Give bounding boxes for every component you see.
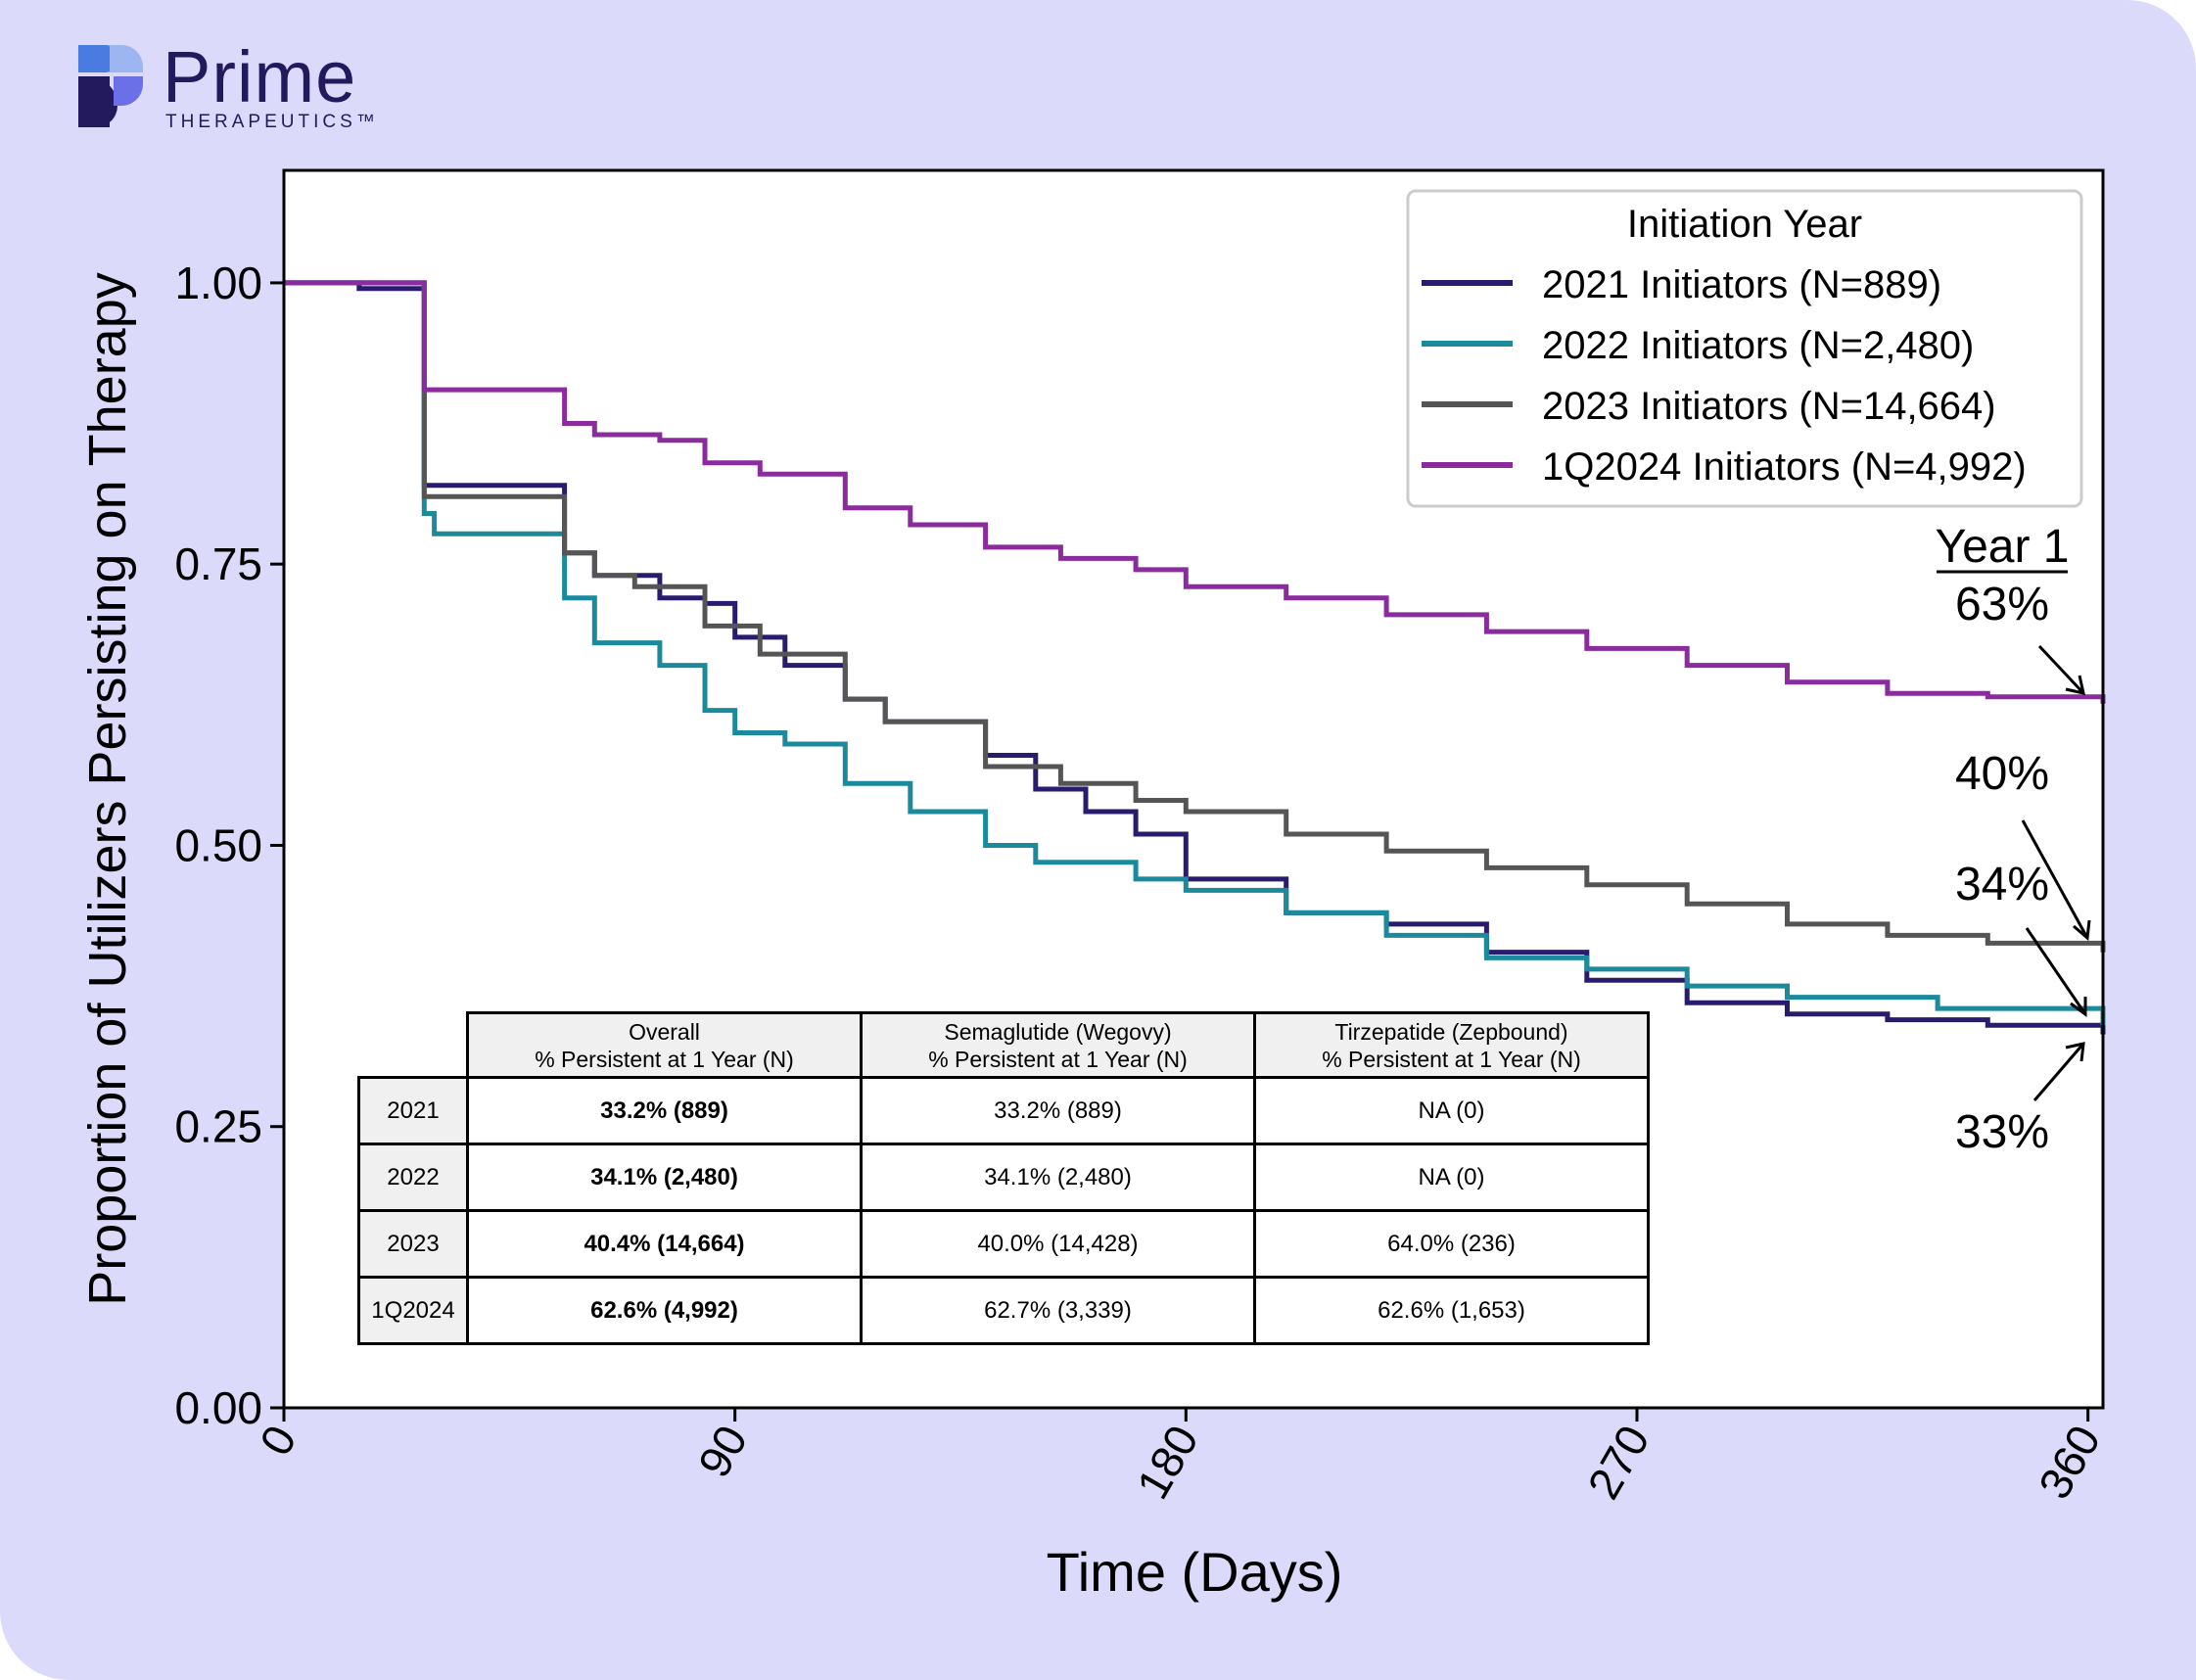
table-header-overall: Overall% Persistent at 1 Year (N) <box>466 1011 863 1079</box>
y-tick-label: 0.75 <box>174 538 262 589</box>
table-cell-semaglutide: 34.1% (2,480) <box>860 1143 1256 1212</box>
legend-label: 2021 Initiators (N=889) <box>1542 263 1941 306</box>
table-corner <box>358 1012 469 1079</box>
table-row-year: 2022 <box>357 1143 469 1212</box>
arrow-1q2024-head <box>2065 675 2085 695</box>
annotation-2022: 34% <box>1955 859 2049 910</box>
annotation-2023: 40% <box>1955 748 2049 800</box>
x-axis-label: Time (Days) <box>1047 1541 1343 1603</box>
table-cell-semaglutide: 40.0% (14,428) <box>860 1209 1256 1279</box>
table-cell-semaglutide: 62.7% (3,339) <box>860 1276 1256 1345</box>
table-row: 2021 33.2% (889) 33.2% (889) NA (0) <box>357 1076 1650 1145</box>
table-row: 1Q2024 62.6% (4,992) 62.7% (3,339) 62.6%… <box>357 1276 1650 1345</box>
x-tick-label: 180 <box>1127 1417 1208 1507</box>
legend-box <box>1406 189 2083 508</box>
table-row-year: 2021 <box>357 1076 469 1145</box>
table-header-semaglutide: Semaglutide (Wegovy)% Persistent at 1 Ye… <box>860 1011 1256 1079</box>
x-tick-label: 360 <box>2029 1417 2110 1507</box>
legend-label: 2023 Initiators (N=14,664) <box>1542 385 1996 428</box>
legend-label: 1Q2024 Initiators (N=4,992) <box>1542 445 2027 489</box>
table-cell-overall: 33.2% (889) <box>466 1076 863 1145</box>
table-row: 2023 40.4% (14,664) 40.0% (14,428) 64.0%… <box>357 1209 1650 1279</box>
annotation-1q2024: 63% <box>1955 579 2049 630</box>
table-cell-overall: 40.4% (14,664) <box>466 1209 863 1279</box>
series-line-2022-initiators-n-2-480 <box>284 280 2106 1026</box>
table-cell-semaglutide: 33.2% (889) <box>860 1076 1256 1145</box>
x-tick-label: 0 <box>250 1417 306 1464</box>
plot-frame <box>282 168 2105 1410</box>
table-row-year: 2023 <box>357 1209 469 1279</box>
arrow-2021-head <box>2065 1042 2085 1062</box>
table-row: 2022 34.1% (2,480) 34.1% (2,480) NA (0) <box>357 1143 1650 1212</box>
brand-name: Prime <box>163 36 357 117</box>
arrow-2022 <box>2025 927 2087 1015</box>
arrow-2023 <box>2021 819 2089 939</box>
y-tick-label: 0.50 <box>174 819 262 870</box>
y-axis-label: Proportion of Utilizers Persisting on Th… <box>78 272 137 1305</box>
table-cell-overall: 62.6% (4,992) <box>466 1276 863 1345</box>
y-tick-label: 1.00 <box>174 257 262 308</box>
prime-mark-icon <box>78 45 143 127</box>
table-cell-overall: 34.1% (2,480) <box>466 1143 863 1212</box>
table-header-tirzepatide: Tirzepatide (Zepbound)% Persistent at 1 … <box>1253 1011 1650 1079</box>
table-cell-tirzepatide: NA (0) <box>1253 1143 1650 1212</box>
x-tick-label: 90 <box>688 1417 758 1485</box>
annotation-2021: 33% <box>1955 1106 2049 1158</box>
persistence-summary-table: Overall% Persistent at 1 Year (N) Semagl… <box>357 1011 1650 1345</box>
arrow-1q2024 <box>2037 644 2085 695</box>
arrow-2023-head <box>2073 919 2091 941</box>
annotation-year1-title: Year 1 <box>1935 521 2069 573</box>
y-tick-label: 0.25 <box>174 1101 262 1152</box>
brand-tagline: THERAPEUTICS™ <box>165 112 379 132</box>
legend-label: 2022 Initiators (N=2,480) <box>1542 324 1974 367</box>
x-tick-label: 270 <box>1577 1417 1659 1507</box>
table-cell-tirzepatide: NA (0) <box>1253 1076 1650 1145</box>
table-row-year: 1Q2024 <box>357 1276 469 1345</box>
arrow-2021 <box>2032 1043 2085 1101</box>
table-cell-tirzepatide: 64.0% (236) <box>1253 1209 1650 1279</box>
table-cell-tirzepatide: 62.6% (1,653) <box>1253 1276 1650 1345</box>
legend: Initiation Year 2021 Initiators (N=889) 2… <box>1406 189 2083 508</box>
table-header-row: Overall% Persistent at 1 Year (N) Semagl… <box>358 1011 1650 1079</box>
series-line-1q2024-initiators-n-4-992 <box>284 280 2106 704</box>
series-line-2023-initiators-n-14-664 <box>284 280 2106 953</box>
brand-logo: Prime THERAPEUTICS™ <box>78 36 392 141</box>
y-tick-label: 0.00 <box>174 1382 262 1433</box>
annotations: Year 1 63% 40% 34% 33% <box>1935 521 2091 1158</box>
arrow-2022-head <box>2070 997 2087 1017</box>
legend-title: Initiation Year <box>1627 203 1862 246</box>
